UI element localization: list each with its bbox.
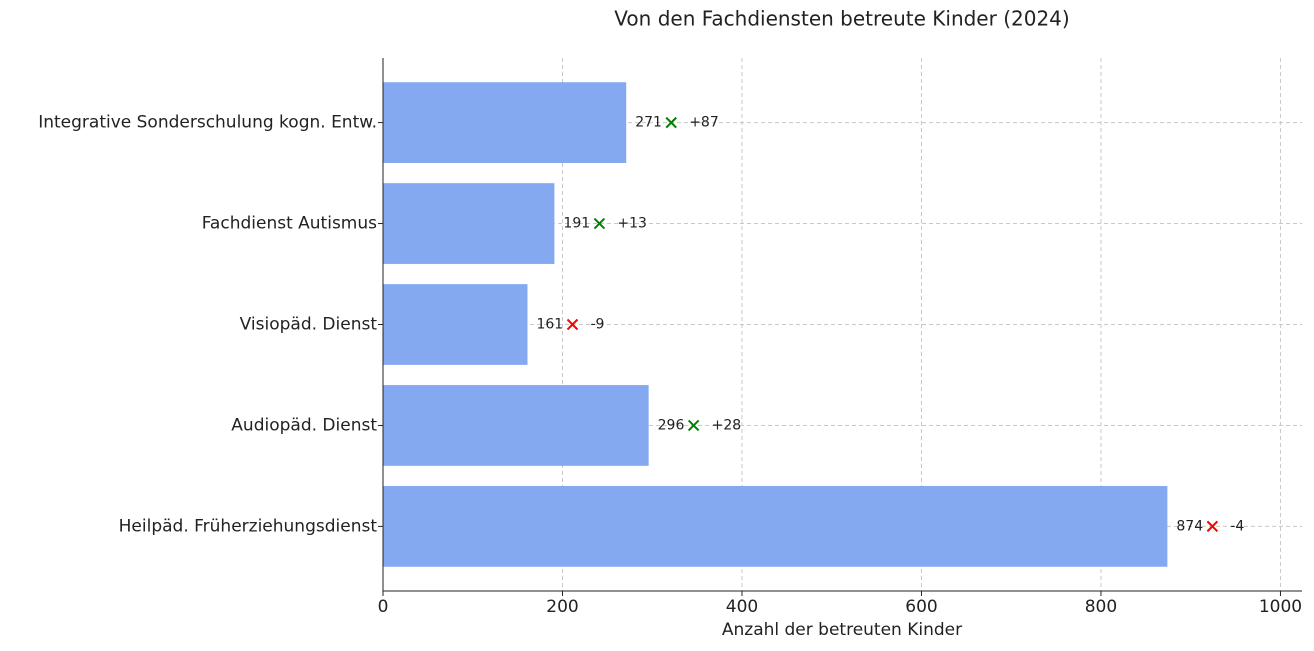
value-label: 296: [658, 417, 685, 433]
marker-stroke: [665, 116, 677, 129]
x-tick-label: 800: [1085, 597, 1117, 617]
marker-stroke: [687, 419, 700, 432]
y-tick-label: Heilpäd. Früherziehungsdienst: [119, 516, 378, 536]
value-label: 191: [563, 216, 590, 232]
value-label: 161: [536, 317, 563, 333]
bar: [383, 183, 555, 264]
change-marker: [566, 318, 579, 331]
value-label: 271: [635, 115, 662, 131]
change-label: +13: [617, 216, 647, 232]
marker-stroke: [1206, 520, 1219, 533]
bar: [383, 82, 627, 163]
marker-stroke: [566, 318, 579, 331]
bar: [383, 385, 649, 466]
chart-title: Von den Fachdiensten betreute Kinder (20…: [614, 7, 1069, 31]
y-tick-label: Integrative Sonderschulung kogn. Entw.: [38, 113, 377, 133]
value-label: 874: [1176, 518, 1203, 534]
bar: [383, 284, 528, 365]
x-tick-label: 600: [905, 597, 937, 617]
change-marker: [1206, 520, 1219, 533]
y-tick-label: Fachdienst Autismus: [202, 214, 377, 234]
marker-stroke: [593, 217, 606, 230]
change-label: -4: [1230, 518, 1244, 534]
x-tick-label: 1000: [1259, 597, 1302, 617]
change-marker: [687, 419, 700, 432]
change-marker: [593, 217, 606, 230]
change-label: -9: [590, 317, 604, 333]
x-axis-label: Anzahl der betreuten Kinder: [722, 620, 962, 640]
y-tick-label: Visiopäd. Dienst: [240, 315, 378, 335]
change-marker: [665, 116, 677, 129]
bar: [383, 486, 1168, 567]
x-tick-label: 400: [726, 597, 758, 617]
x-tick-label: 0: [378, 597, 389, 617]
x-tick-label: 200: [546, 597, 578, 617]
change-label: +87: [689, 115, 719, 131]
y-tick-label: Audiopäd. Dienst: [231, 415, 377, 435]
change-label: +28: [712, 417, 742, 433]
